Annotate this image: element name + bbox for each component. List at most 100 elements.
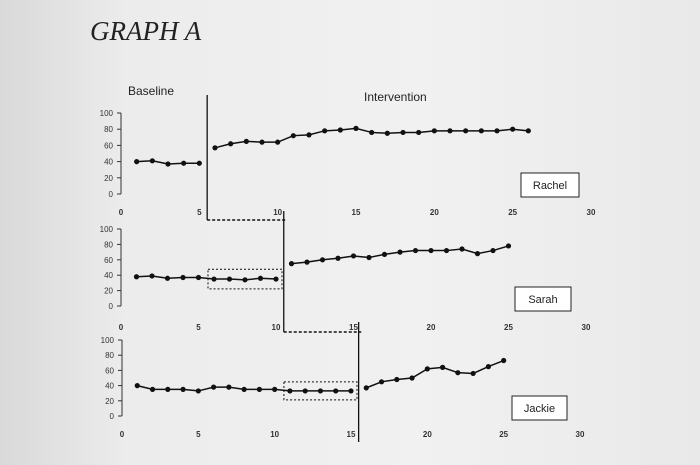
data-point xyxy=(459,246,465,252)
data-point xyxy=(211,276,217,282)
data-point xyxy=(353,125,359,131)
x-tick-label: 15 xyxy=(347,430,356,439)
data-point xyxy=(196,160,202,166)
data-point xyxy=(501,357,507,364)
y-tick-label: 40 xyxy=(105,382,114,391)
data-point xyxy=(470,370,476,377)
data-point xyxy=(211,384,217,390)
participant-label: Rachel xyxy=(533,180,567,192)
data-point xyxy=(378,379,385,385)
data-point xyxy=(416,129,422,136)
data-point xyxy=(412,247,419,254)
y-tick-label: 80 xyxy=(104,125,113,134)
y-tick-label: 40 xyxy=(104,158,113,167)
data-point xyxy=(494,128,500,134)
x-tick-label: 10 xyxy=(273,208,282,217)
data-point xyxy=(165,386,171,392)
data-point xyxy=(149,273,155,279)
x-tick-label: 5 xyxy=(196,323,201,332)
data-point xyxy=(288,261,295,267)
data-point xyxy=(424,366,430,372)
y-tick-label: 60 xyxy=(104,256,113,265)
data-point xyxy=(149,386,156,392)
data-point xyxy=(275,139,281,145)
data-point xyxy=(485,364,491,370)
x-tick-label: 15 xyxy=(349,323,358,332)
data-point xyxy=(287,388,293,394)
data-point xyxy=(431,128,437,134)
data-point xyxy=(363,385,369,391)
x-tick-label: 5 xyxy=(196,430,201,439)
data-point xyxy=(337,127,343,133)
y-tick-label: 20 xyxy=(104,287,113,296)
data-point xyxy=(273,276,279,282)
data-point xyxy=(195,388,201,394)
data-point xyxy=(180,274,186,281)
data-point xyxy=(180,386,186,392)
y-tick-label: 60 xyxy=(104,141,113,150)
data-point xyxy=(463,128,469,134)
data-point xyxy=(241,386,247,392)
data-point xyxy=(306,132,312,138)
x-tick-label: 15 xyxy=(352,208,361,217)
x-tick-label: 5 xyxy=(197,208,202,217)
data-point xyxy=(400,129,406,136)
data-point xyxy=(272,386,278,392)
data-point xyxy=(302,388,308,394)
data-point xyxy=(394,376,400,383)
data-point xyxy=(322,128,328,134)
data-point xyxy=(228,141,234,147)
data-point xyxy=(443,247,450,254)
data-point xyxy=(510,126,516,132)
data-point xyxy=(440,364,446,370)
x-tick-label: 0 xyxy=(120,430,125,439)
x-tick-label: 30 xyxy=(576,430,585,439)
data-point xyxy=(259,139,265,145)
x-tick-label: 25 xyxy=(504,323,513,332)
data-point xyxy=(333,388,339,394)
data-point xyxy=(165,161,171,167)
participant-label: Jackie xyxy=(524,403,555,415)
page-title: GRAPH A xyxy=(90,16,202,46)
data-point xyxy=(134,159,140,165)
y-tick-label: 20 xyxy=(105,397,114,406)
data-point xyxy=(350,253,357,259)
data-point xyxy=(133,274,140,280)
x-tick-label: 0 xyxy=(119,208,124,217)
data-point xyxy=(366,254,372,261)
y-tick-label: 40 xyxy=(104,271,113,280)
data-point xyxy=(505,243,512,249)
data-point xyxy=(409,375,415,381)
participant-label: Sarah xyxy=(528,294,557,306)
y-tick-label: 20 xyxy=(104,174,113,183)
data-point xyxy=(384,130,390,136)
y-tick-label: 100 xyxy=(100,225,114,234)
data-point xyxy=(243,138,249,144)
participant-label-box xyxy=(520,172,580,198)
data-point xyxy=(428,247,434,254)
data-point xyxy=(134,383,140,389)
data-point xyxy=(478,128,484,134)
data-point xyxy=(335,255,341,261)
x-tick-label: 20 xyxy=(423,430,432,439)
data-point xyxy=(290,133,296,139)
data-point xyxy=(381,251,388,258)
participant-label-box xyxy=(511,395,568,421)
data-point xyxy=(397,249,403,255)
x-tick-label: 20 xyxy=(430,208,439,217)
panel-rachel: 0 20 40 60 80 100 0 5 10 15 20 25 30 Rachel xyxy=(100,95,596,221)
intervention-series-line xyxy=(365,359,504,389)
x-tick-label: 10 xyxy=(270,430,279,439)
x-tick-label: 25 xyxy=(499,430,508,439)
data-point xyxy=(348,388,354,394)
data-point xyxy=(447,128,453,134)
baseline-label: Baseline xyxy=(128,84,174,98)
data-point xyxy=(525,128,531,134)
participant-label-box xyxy=(514,286,572,312)
y-tick-label: 80 xyxy=(104,240,113,249)
data-point xyxy=(212,145,218,151)
